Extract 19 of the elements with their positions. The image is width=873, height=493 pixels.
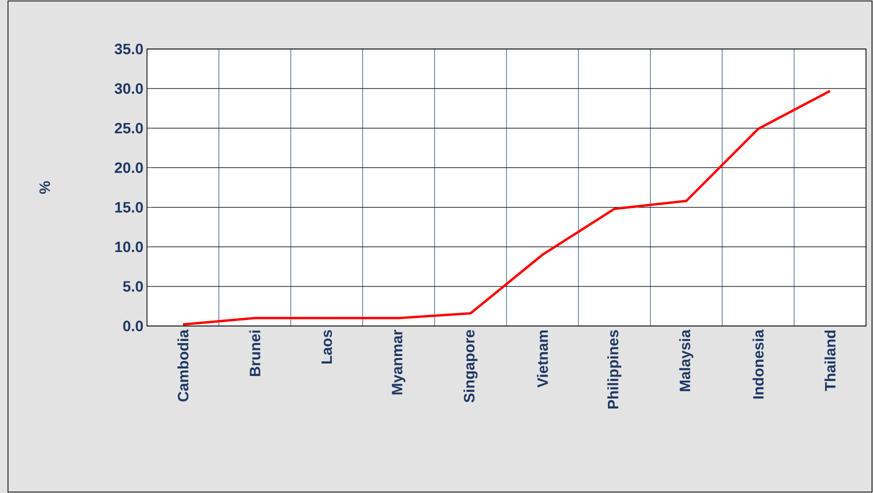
- x-tick-label: Laos: [322, 330, 332, 364]
- y-tick-label: 10.0: [115, 242, 143, 252]
- x-tick-label: Cambodia: [177, 329, 188, 402]
- x-tick-label: Myanmar: [392, 330, 406, 394]
- y-tick-label: 25.0: [114, 122, 143, 134]
- x-tick-label: Philippines: [607, 330, 622, 409]
- x-tick-label: Singapore: [464, 330, 478, 402]
- y-axis-title: %: [39, 181, 50, 194]
- x-tick-label: Thailand: [824, 330, 836, 392]
- x-tick-label: Brunei: [249, 330, 260, 376]
- y-tick-label: 30.0: [114, 83, 143, 94]
- y-tick-label: 15.0: [115, 202, 143, 213]
- x-tick-label: Indonesia: [752, 329, 764, 399]
- x-tick-label: Malaysia: [679, 329, 694, 392]
- x-tick-label: Vietnam: [536, 330, 548, 388]
- y-tick-label: 5.0: [123, 281, 143, 292]
- y-tick-label: 0.0: [123, 320, 143, 332]
- y-tick-label: 35.0: [114, 44, 143, 54]
- y-tick-label: 20.0: [114, 162, 143, 174]
